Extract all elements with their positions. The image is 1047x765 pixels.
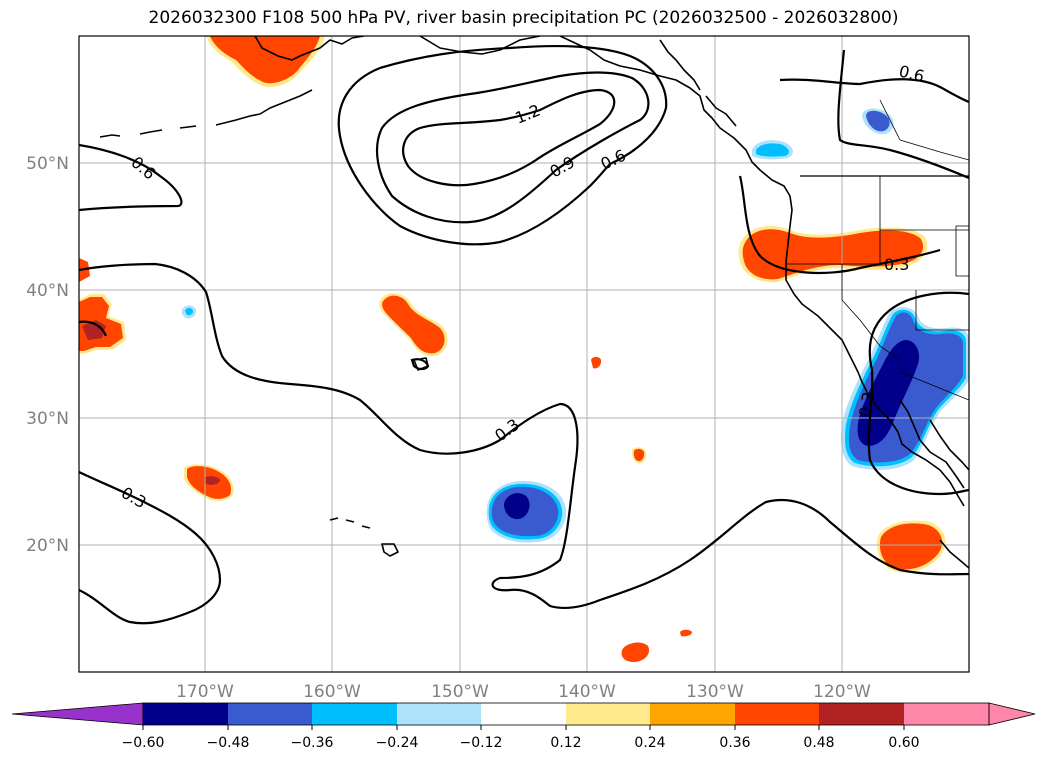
colorbar-tick-label: −0.36 [291,735,334,751]
precip-blob-strong [82,320,106,340]
colorbar-segment [735,703,819,725]
precip-blob-positive [591,357,602,369]
precip-blob-strong-negative [857,340,920,446]
coast-alaska-panhandle [659,39,737,127]
precip-blob-positive [633,448,645,462]
colorbar-segment [397,703,481,725]
colorbar-tick-label: 0.60 [888,735,919,751]
lon-label-150w: 150°W [431,682,489,702]
lat-labels: 50°N 40°N 30°N 20°N [26,154,69,556]
coast-baja [899,399,965,489]
coast-alaska [254,36,791,197]
colorbar: −0.60 −0.48 −0.36 −0.24 −0.12 0.12 0.24 … [11,702,1036,751]
precip-blob-strong [204,476,220,485]
contour-0.3-south [79,471,222,625]
contour-0.3-west [79,320,430,371]
colorbar-tick-label: −0.48 [207,735,250,751]
precip-blob-strong-negative [504,493,530,520]
precip-field [79,36,969,662]
colorbar-segment [312,703,397,725]
colorbar-segment [228,703,312,725]
map-frame [78,35,970,673]
contour-0.3-main [79,262,969,610]
coast-mexico [929,419,969,569]
coast-hawaii [329,517,399,557]
precip-blob-positive [879,523,943,570]
colorbar-tick-label: 0.36 [719,735,750,751]
colorbar-tick-label: −0.24 [376,735,419,751]
lat-label-30n: 30°N [26,409,69,429]
map-title: 2026032300 F108 500 hPa PV, river basin … [148,8,899,28]
contour-1.2 [402,88,616,187]
precip-blob-negative [866,110,890,132]
precip-blob-positive [680,629,692,637]
contour-0.3-east [738,175,969,496]
colorbar-extend-min [11,702,144,726]
colorbar-tick-label: −0.12 [460,735,503,751]
lon-label-160w: 160°W [303,682,361,702]
precip-blob-negative [185,308,194,316]
contour-0.6-east [779,49,969,180]
colorbar-ticks [142,725,905,730]
precip-blob-positive [382,295,445,354]
coastlines [99,36,969,569]
colorbar-tick-label: 0.12 [550,735,581,751]
coast-aleutians [99,89,313,138]
lat-label-20n: 20°N [26,536,69,556]
precip-blob-positive [621,642,650,662]
colorbar-segment [566,703,650,725]
contour-0.9 [375,71,650,224]
colorbar-segment [904,703,989,725]
lon-label-140w: 140°W [558,682,616,702]
contour-label: 0.3 [855,390,878,418]
coast-us-west [785,195,965,507]
lat-label-50n: 50°N [26,154,69,174]
precip-blob-positive [210,36,320,84]
colorbar-segment [481,703,566,725]
lon-labels: 170°W 160°W 150°W 140°W 130°W 120°W [176,682,871,702]
map-plot: 1.2 0.9 0.6 0.6 0.6 0.3 0.3 0.3 0.3 [79,36,969,672]
lon-label-170w: 170°W [176,682,234,702]
colorbar-segment [143,703,228,725]
contour-label: 0.3 [884,255,909,274]
colorbar-tick-label: 0.48 [803,735,834,751]
contour-0.6-north [79,44,668,246]
colorbar-tick-label: −0.60 [122,735,165,751]
precip-blob-negative [756,143,789,157]
colorbar-segment [650,703,735,725]
colorbar-segment [819,703,904,725]
lon-label-130w: 130°W [686,682,744,702]
colorbar-tick-labels: −0.60 −0.48 −0.36 −0.24 −0.12 0.12 0.24 … [122,735,920,751]
pv-contours [79,44,969,625]
lat-label-40n: 40°N [26,281,69,301]
colorbar-extend-max [988,702,1036,726]
lon-label-120w: 120°W [813,682,871,702]
colorbar-tick-label: 0.24 [634,735,665,751]
